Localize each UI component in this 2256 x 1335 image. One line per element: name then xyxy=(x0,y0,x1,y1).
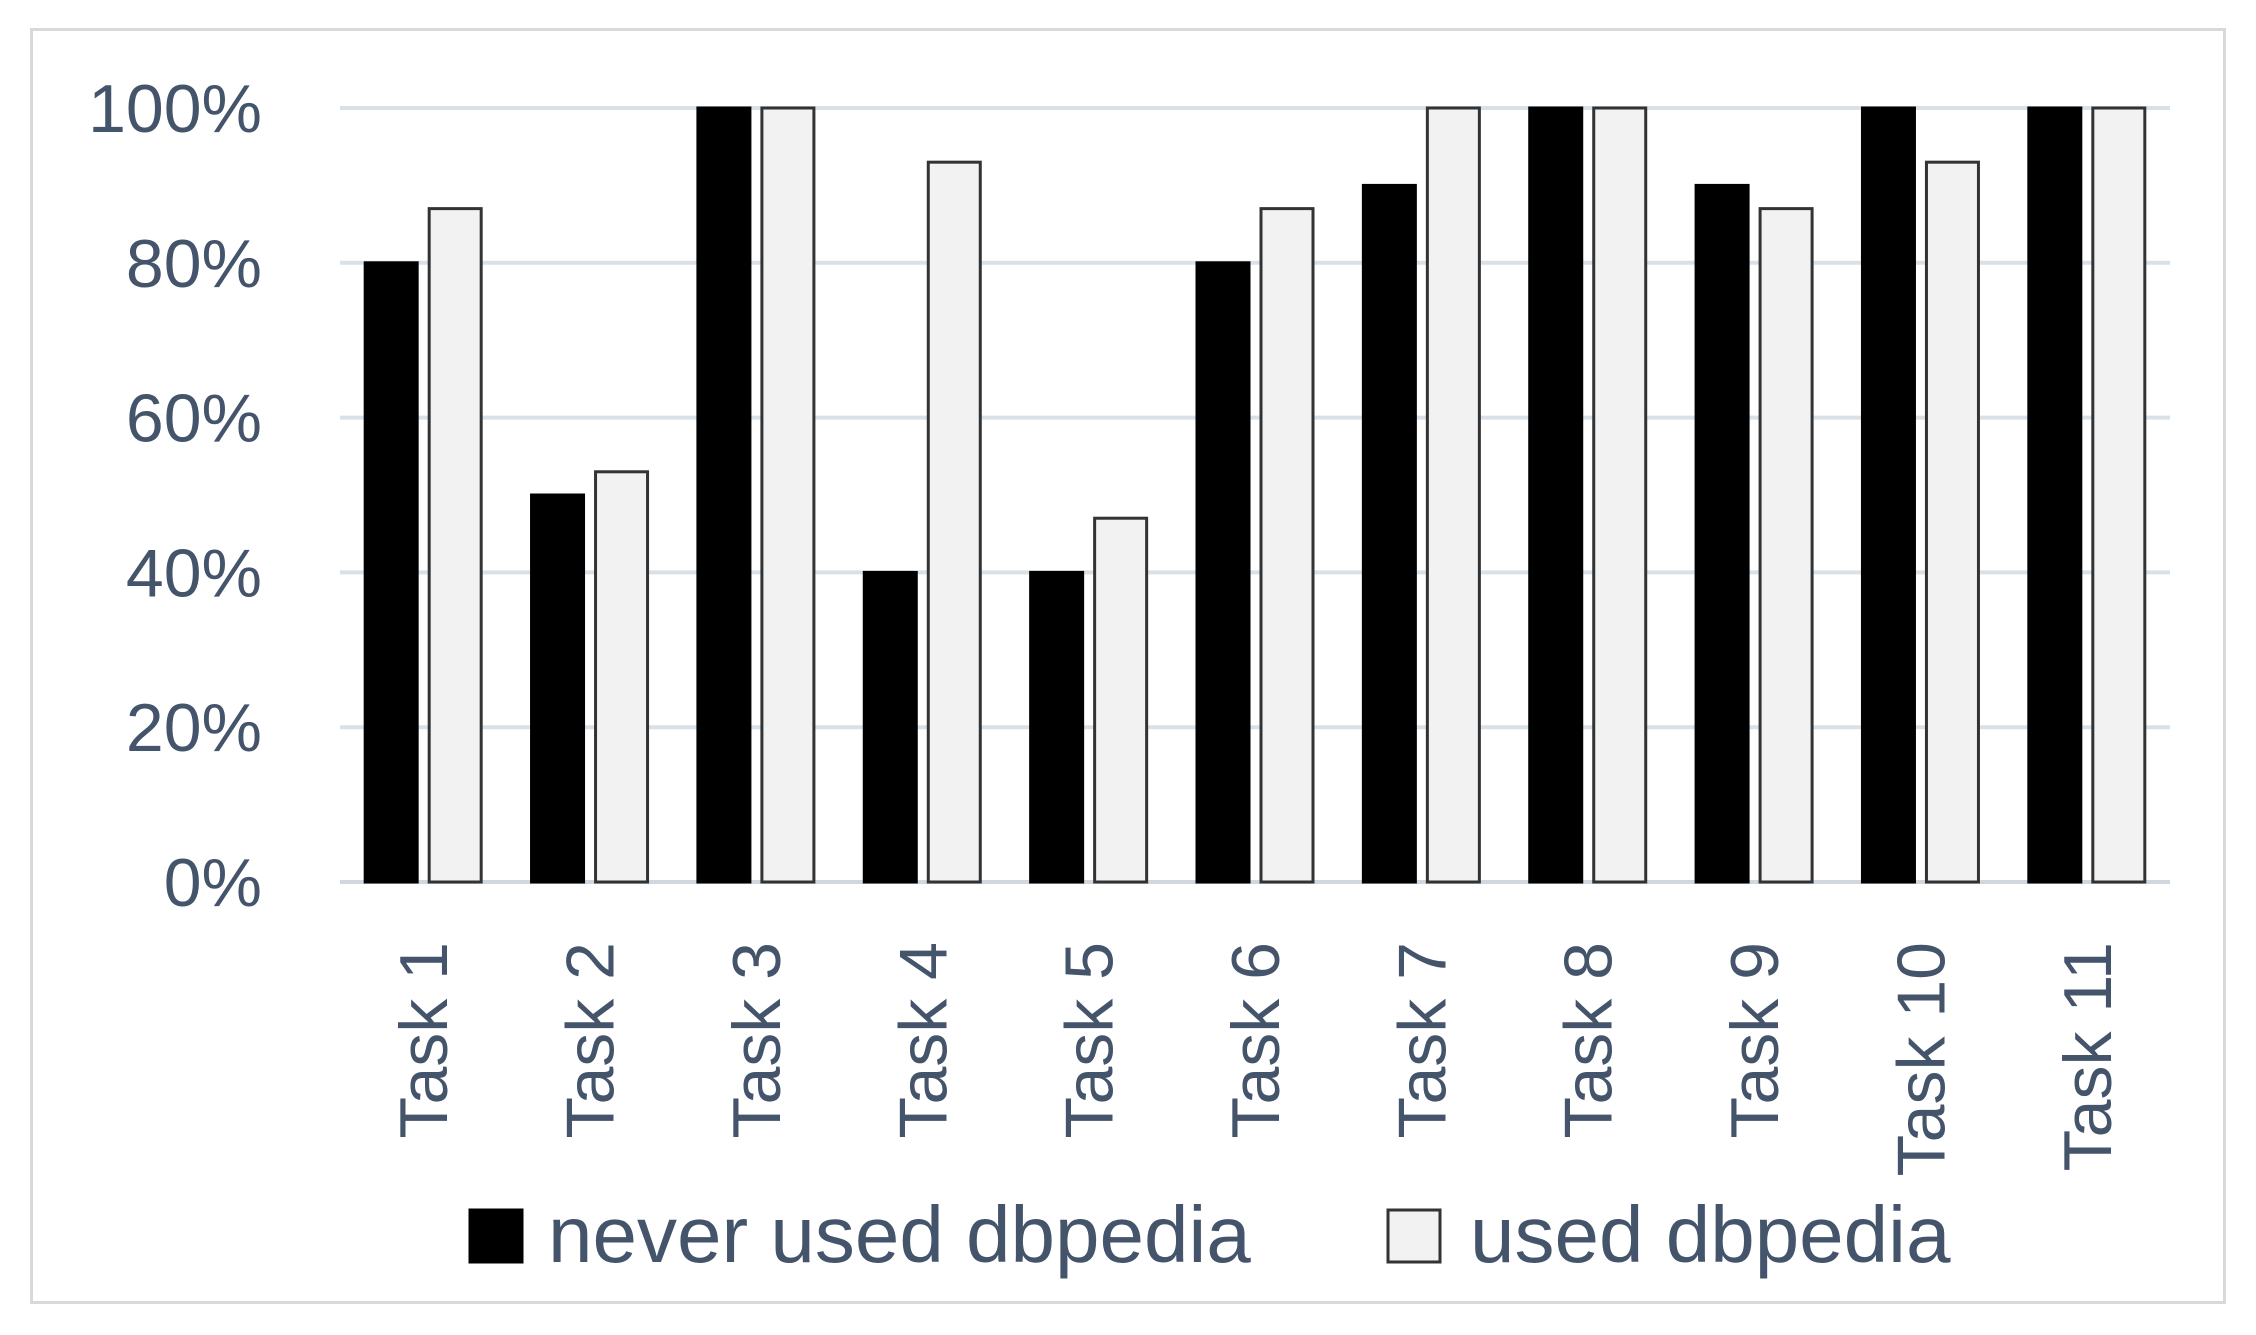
x-category-label: Task 7 xyxy=(1384,942,1460,1139)
x-category-label: Task 1 xyxy=(386,942,462,1139)
x-category-label: Task 11 xyxy=(2050,942,2126,1171)
y-tick-label: 80% xyxy=(126,226,262,302)
x-category-label: Task 8 xyxy=(1551,942,1627,1139)
y-tick-label: 60% xyxy=(126,381,262,457)
legend: never used dbpedia used dbpedia xyxy=(468,1190,1951,1279)
bar-never-used-9 xyxy=(1694,183,1750,884)
bar-never-used-3 xyxy=(696,106,752,884)
x-category-label: Task 10 xyxy=(1883,942,1959,1176)
bar-never-used-4 xyxy=(862,570,918,884)
bar-used-9 xyxy=(1758,207,1814,884)
bar-never-used-5 xyxy=(1029,570,1085,884)
y-tick-label: 20% xyxy=(126,690,262,766)
legend-label-used: used dbpedia xyxy=(1470,1190,1951,1279)
bar-never-used-2 xyxy=(530,493,586,884)
bar-used-11 xyxy=(2091,106,2147,884)
bar-used-4 xyxy=(926,160,982,884)
bar-never-used-6 xyxy=(1195,261,1251,884)
bar-used-10 xyxy=(1924,160,1980,884)
x-category-label: Task 4 xyxy=(885,942,961,1139)
y-axis-tick-labels: 0% 20% 40% 60% 80% 100% xyxy=(88,71,262,921)
bar-used-3 xyxy=(760,106,816,884)
legend-swatch-used xyxy=(1386,1208,1442,1264)
bar-used-5 xyxy=(1093,516,1149,884)
x-category-label: Task 5 xyxy=(1052,942,1128,1139)
bar-used-1 xyxy=(427,207,483,884)
bar-never-used-11 xyxy=(2027,106,2083,884)
bar-used-8 xyxy=(1592,106,1648,884)
x-category-label: Task 6 xyxy=(1218,942,1294,1139)
x-category-label: Task 2 xyxy=(553,942,629,1139)
bar-used-2 xyxy=(594,470,650,884)
bar-never-used-7 xyxy=(1361,183,1417,884)
bar-never-used-10 xyxy=(1860,106,1916,884)
legend-label-never-used: never used dbpedia xyxy=(548,1190,1251,1279)
bars xyxy=(363,106,2147,884)
bar-never-used-1 xyxy=(363,261,419,884)
y-tick-label: 0% xyxy=(164,845,262,921)
bar-used-6 xyxy=(1259,207,1315,884)
x-category-label: Task 3 xyxy=(719,942,795,1139)
bar-never-used-8 xyxy=(1528,106,1584,884)
x-axis-category-labels: Task 1 Task 2 Task 3 Task 4 Task 5 Task 6 Task… xyxy=(386,942,2126,1176)
legend-swatch-never-used xyxy=(468,1208,524,1264)
y-tick-label: 100% xyxy=(88,71,262,147)
bar-used-7 xyxy=(1425,106,1481,884)
x-category-label: Task 9 xyxy=(1717,942,1793,1139)
y-tick-label: 40% xyxy=(126,535,262,611)
